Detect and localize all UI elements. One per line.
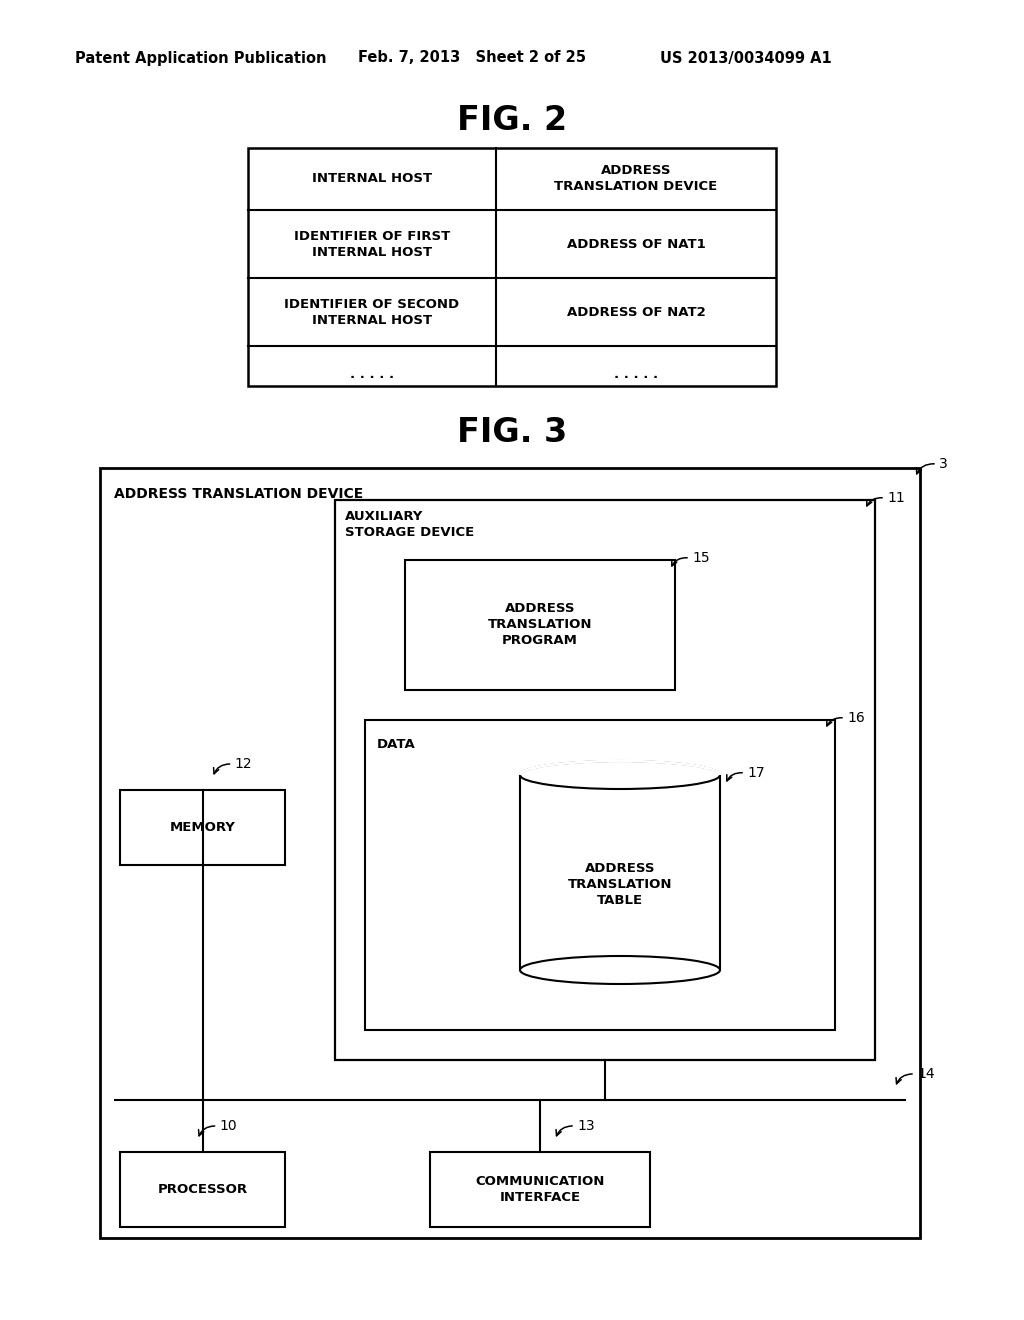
Bar bbox=[335, 500, 874, 1060]
Text: 15: 15 bbox=[692, 550, 710, 565]
Text: MEMORY: MEMORY bbox=[170, 821, 236, 834]
Text: US 2013/0034099 A1: US 2013/0034099 A1 bbox=[660, 50, 831, 66]
Text: FIG. 2: FIG. 2 bbox=[457, 103, 567, 136]
Text: 14: 14 bbox=[918, 1067, 935, 1081]
Text: FIG. 3: FIG. 3 bbox=[457, 416, 567, 449]
Bar bbox=[430, 1152, 650, 1228]
Text: 10: 10 bbox=[219, 1119, 238, 1133]
Text: 12: 12 bbox=[234, 756, 252, 771]
Text: DATA: DATA bbox=[377, 738, 416, 751]
Bar bbox=[120, 1152, 285, 1228]
Bar bbox=[365, 719, 835, 1030]
Text: ADDRESS OF NAT2: ADDRESS OF NAT2 bbox=[566, 305, 706, 318]
Text: ADDRESS
TRANSLATION
TABLE: ADDRESS TRANSLATION TABLE bbox=[567, 862, 672, 907]
Text: ADDRESS
TRANSLATION DEVICE: ADDRESS TRANSLATION DEVICE bbox=[554, 165, 718, 194]
Text: 3: 3 bbox=[939, 457, 948, 471]
Text: IDENTIFIER OF SECOND
INTERNAL HOST: IDENTIFIER OF SECOND INTERNAL HOST bbox=[285, 297, 460, 326]
Text: Patent Application Publication: Patent Application Publication bbox=[75, 50, 327, 66]
Text: 13: 13 bbox=[577, 1119, 595, 1133]
Bar bbox=[100, 469, 920, 1238]
Bar bbox=[120, 789, 285, 865]
Ellipse shape bbox=[520, 762, 720, 789]
Text: ADDRESS OF NAT1: ADDRESS OF NAT1 bbox=[566, 238, 706, 251]
Text: INTERNAL HOST: INTERNAL HOST bbox=[312, 173, 432, 186]
Text: ADDRESS
TRANSLATION
PROGRAM: ADDRESS TRANSLATION PROGRAM bbox=[487, 602, 592, 648]
Bar bbox=[248, 148, 776, 385]
Text: 17: 17 bbox=[746, 766, 765, 780]
Ellipse shape bbox=[520, 956, 720, 983]
Text: . . . . .: . . . . . bbox=[350, 367, 394, 380]
Bar bbox=[406, 560, 675, 690]
Text: COMMUNICATION
INTERFACE: COMMUNICATION INTERFACE bbox=[475, 1175, 605, 1204]
Text: Feb. 7, 2013   Sheet 2 of 25: Feb. 7, 2013 Sheet 2 of 25 bbox=[358, 50, 586, 66]
Text: 11: 11 bbox=[887, 491, 905, 506]
Text: PROCESSOR: PROCESSOR bbox=[158, 1183, 248, 1196]
Text: IDENTIFIER OF FIRST
INTERNAL HOST: IDENTIFIER OF FIRST INTERNAL HOST bbox=[294, 230, 451, 259]
Text: AUXILIARY
STORAGE DEVICE: AUXILIARY STORAGE DEVICE bbox=[345, 510, 474, 539]
Text: . . . . .: . . . . . bbox=[614, 367, 658, 380]
Text: 16: 16 bbox=[847, 711, 864, 725]
Text: ADDRESS TRANSLATION DEVICE: ADDRESS TRANSLATION DEVICE bbox=[114, 487, 364, 502]
